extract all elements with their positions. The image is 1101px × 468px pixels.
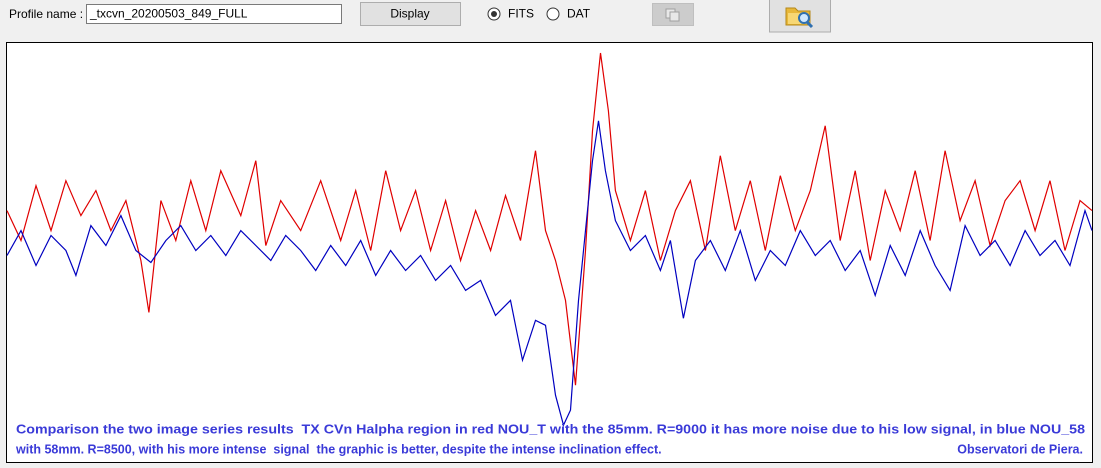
- profile-label: Profile name :: [9, 7, 83, 21]
- copy-icon: [669, 11, 680, 22]
- caption: Comparison the two image series results …: [16, 422, 1085, 436]
- radio-label: FITS: [508, 7, 534, 21]
- plot: [6, 52, 1093, 427]
- display-button-label: Display: [390, 7, 429, 21]
- profile-input[interactable]: [86, 4, 342, 24]
- display-button[interactable]: [360, 2, 461, 26]
- radio-button[interactable]: [546, 7, 560, 21]
- radio-label: DAT: [567, 7, 591, 21]
- radio-dot: [491, 11, 497, 17]
- series-line: [6, 52, 1093, 386]
- profile-value: _txcvn_20200503_849_FULL: [89, 7, 248, 21]
- caption: with 58mm. R=8500, with his more intense…: [15, 442, 662, 456]
- radio-group: FITS DAT: [487, 7, 591, 21]
- caption-credit: Observatori de Piera.: [957, 442, 1083, 456]
- folder-icon: [785, 7, 814, 29]
- series-line: [6, 120, 1093, 427]
- plot-area: [6, 42, 1093, 463]
